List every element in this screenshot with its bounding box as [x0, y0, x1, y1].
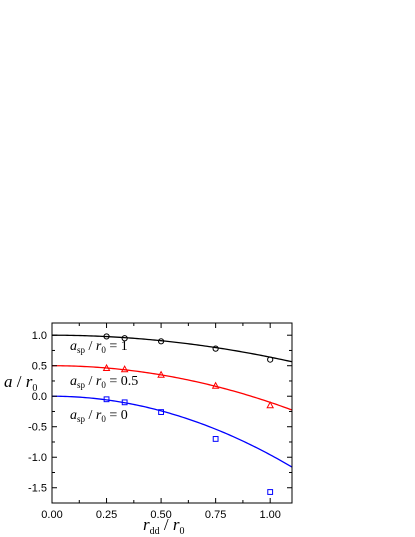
data-point-triangle — [157, 370, 165, 378]
y-tick-label: 0.5 — [32, 361, 47, 373]
x-axis-ticks: 0.00 0.25 0.50 0.75 1.00 — [41, 323, 281, 521]
data-point-circle — [121, 335, 128, 342]
data-point-square — [158, 409, 164, 415]
data-point-square — [103, 396, 110, 403]
fit-curves — [51, 334, 293, 468]
x-tick-label: 0.00 — [41, 509, 62, 521]
data-point-circle — [157, 338, 165, 345]
data-point-triangle — [211, 381, 220, 389]
x-tick-label: 0.50 — [150, 509, 171, 521]
data-point-triangle — [120, 365, 129, 373]
annotation-asp05: asp / r0 = 0.5 — [70, 374, 138, 390]
data-point-triangle — [266, 401, 275, 409]
data-point-square — [121, 399, 128, 406]
y-tick-label: -1.5 — [28, 483, 47, 495]
annotation-asp1: asp / r0 = 1 — [70, 339, 128, 355]
x-axis-title: rdd / r0 — [143, 515, 184, 537]
y-tick-label: 0.0 — [32, 391, 47, 403]
x-tick-label: 0.75 — [205, 509, 226, 521]
data-point-circle — [212, 345, 219, 352]
y-tick-label: 1.0 — [32, 330, 47, 342]
data-point-circle — [103, 333, 110, 340]
y-axis-ticks: 1.0 0.5 0.0 -0.5 -1.0 -1.5 — [28, 330, 292, 495]
y-tick-label: -1.0 — [28, 452, 47, 464]
y-tick-label: -0.5 — [28, 422, 47, 434]
data-point-square — [267, 489, 274, 495]
data-point-square — [212, 436, 219, 442]
data-points — [102, 333, 275, 495]
x-tick-label: 0.25 — [96, 509, 117, 521]
y-axis-title: a / r0 — [4, 372, 37, 394]
fit-curve-2 — [51, 395, 293, 468]
fit-curve-0 — [51, 334, 293, 363]
data-point-circle — [267, 356, 274, 363]
annotation-asp0: asp / r0 = 0 — [70, 408, 128, 424]
fit-curve-1 — [51, 365, 293, 411]
x-tick-label: 1.00 — [259, 509, 280, 521]
plot-frame — [51, 322, 293, 504]
data-point-triangle — [102, 363, 111, 372]
